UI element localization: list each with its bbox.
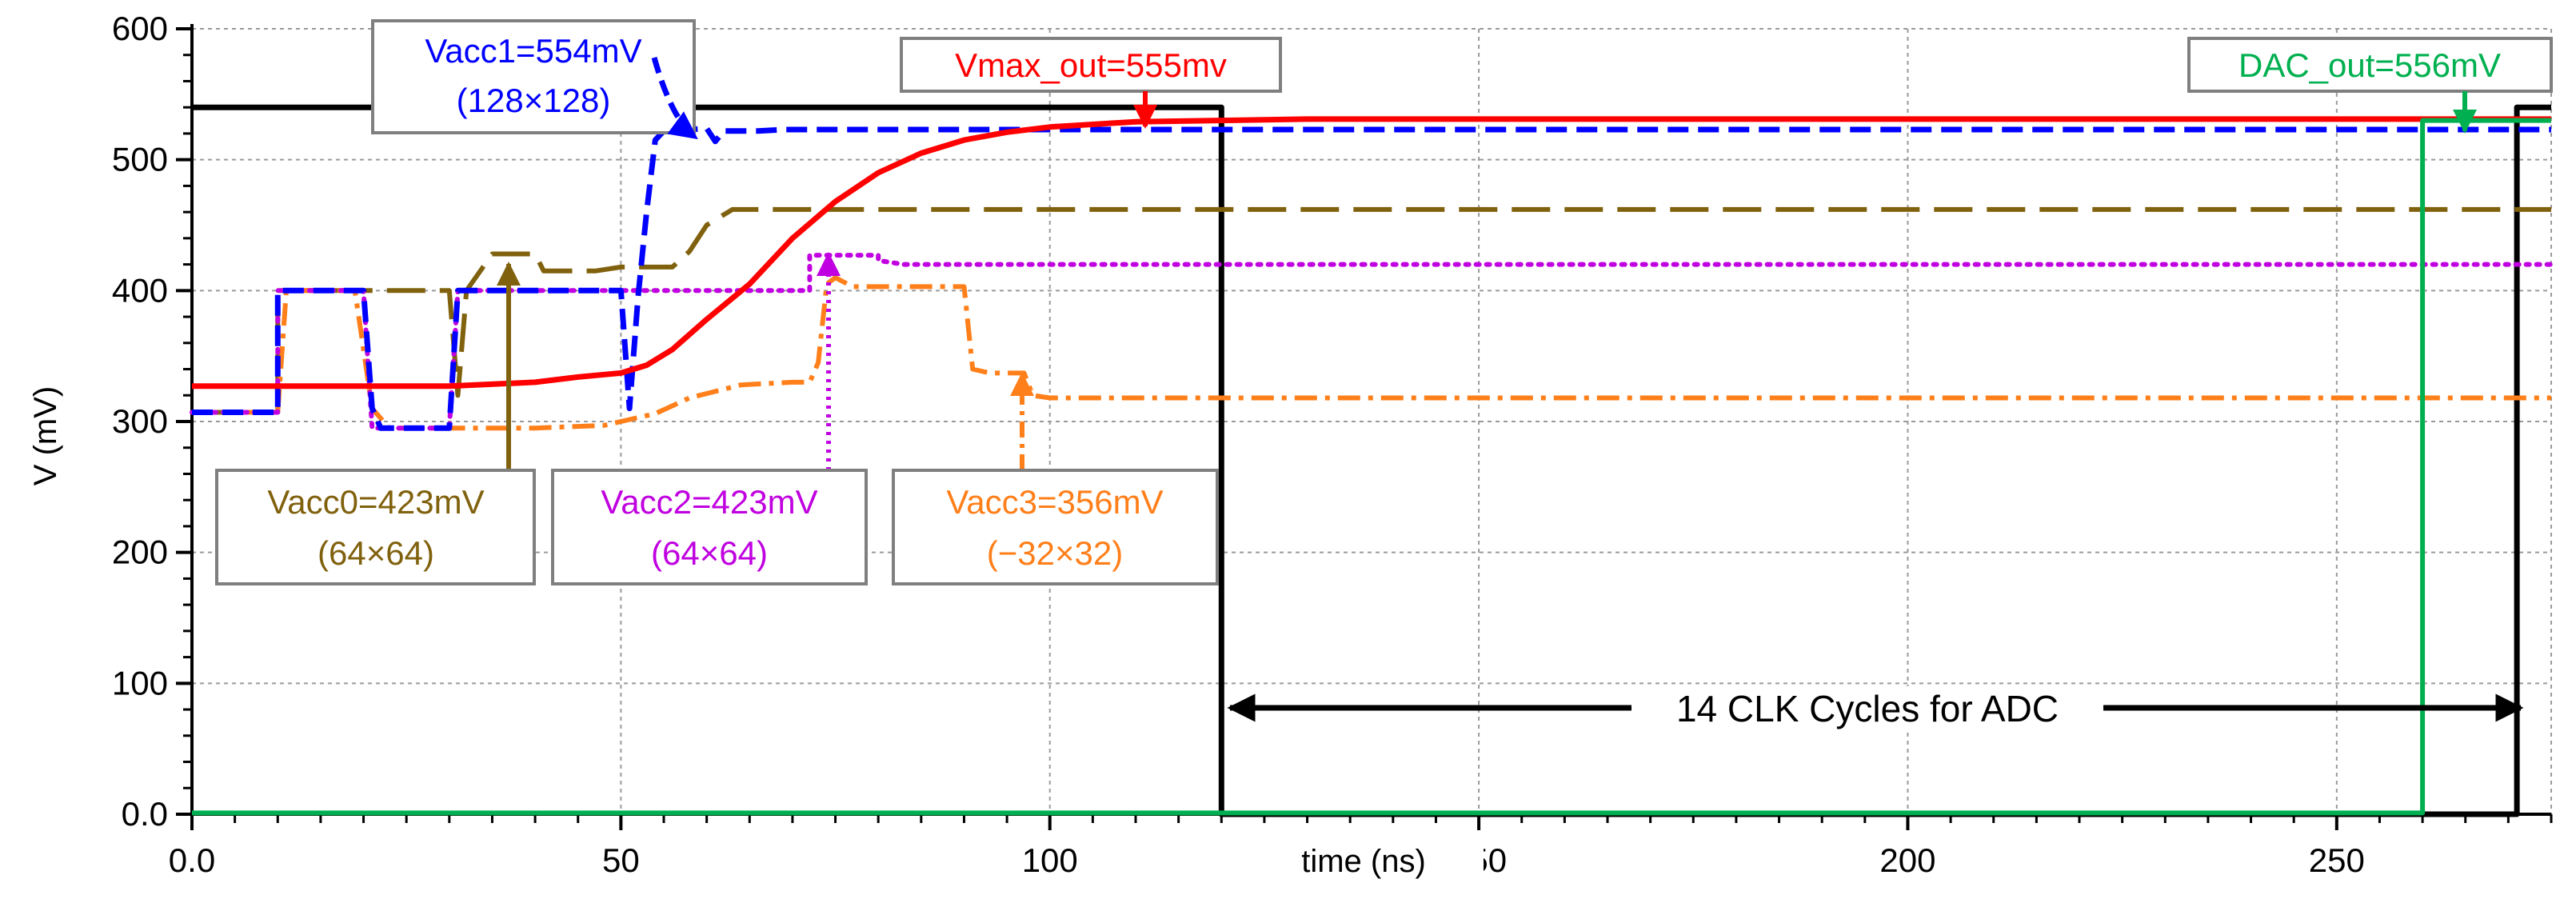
y-tick-label: 500 [112,141,168,178]
y-tick-label: 400 [112,271,168,309]
vmax-callout: Vmax_out=555mv [900,37,1282,129]
y-tick-label: 600 [112,10,168,47]
vacc1-callout: Vacc1=554mV (128×128) [371,19,698,140]
vacc3-callout-line1: Vacc3=356mV [946,483,1163,521]
vacc3-callout-line2: (−32×32) [987,534,1123,572]
x-tick-label: 0.0 [169,841,215,879]
x-axis-label: time (ns) [1301,844,1426,879]
x-tick-label: 50 [602,841,640,879]
y-tick-label: 200 [112,533,168,571]
series [190,104,2554,817]
vacc3-callout-box [892,469,1219,585]
vacc0-callout-line2: (64×64) [318,534,434,572]
vacc0-callout-box [215,469,536,585]
vmax-callout-text: Vmax_out=555mv [955,46,1227,84]
dac-callout: DAC_out=556mV [2187,37,2553,134]
clk-cycles-label-bg [1631,686,2103,731]
vmax-line [192,116,2551,390]
y-tick-labels: 0.0 100 200 300 400 500 600 [112,10,168,833]
y-tick-label: 100 [112,664,168,701]
y-tick-label: 300 [112,402,168,440]
x-tick-label: 200 [1879,841,1935,879]
vacc2-callout: Vacc2=423mV (64×64) [551,252,868,585]
vacc2-callout-line2: (64×64) [651,534,768,572]
dac-callout-box [2187,37,2553,93]
clk-cycles-annotation: 14 CLK Cycles for ADC [1227,686,2524,731]
vacc1-line [192,125,2551,431]
vacc0-callout-line1: Vacc0=423mV [267,483,484,521]
vmax-callout-box [900,37,1282,93]
y-tick-label: 0.0 [122,795,168,833]
y-axis-label: V (mV) [28,386,63,485]
vacc3-line [192,275,2551,431]
vacc1-callout-arrow [651,57,698,140]
dac-line [192,118,2551,816]
x-tick-label: 100 [1022,841,1078,879]
vacc0-callout: Vacc0=423mV (64×64) [215,262,536,585]
x-tick-label: 250 [2309,841,2365,879]
vacc2-callout-box [551,469,868,585]
dac-callout-text: DAC_out=556mV [2239,46,2501,84]
clk-cycles-label: 14 CLK Cycles for ADC [1676,688,2059,729]
x-axis-label-bg [1244,838,1484,886]
vacc1-callout-line2: (128×128) [457,82,611,119]
vacc1-callout-box [371,19,696,134]
vacc2-line [190,253,2554,431]
vacc1-callout-line1: Vacc1=554mV [425,32,641,70]
vacc3-callout: Vacc3=356mV (−32×32) [892,372,1219,585]
vacc2-callout-line1: Vacc2=423mV [601,483,817,521]
